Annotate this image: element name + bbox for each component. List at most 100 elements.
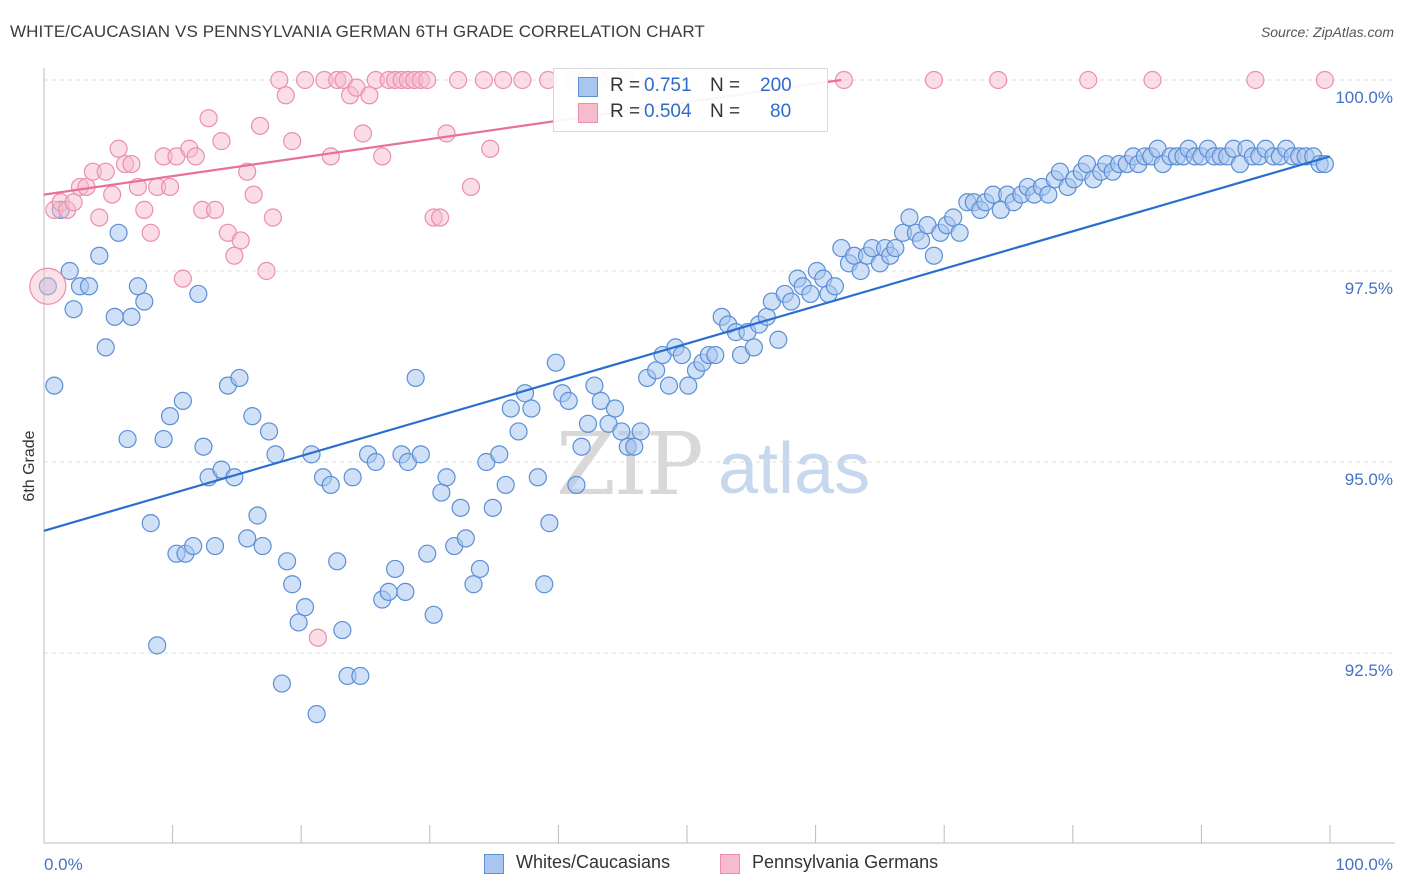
series-pennsylvania-germans bbox=[29, 70, 1334, 647]
data-point-whites bbox=[546, 353, 565, 372]
legend-swatch-pink bbox=[720, 854, 740, 874]
data-point-pa-germans bbox=[212, 132, 231, 151]
source-credit: Source: ZipAtlas.com bbox=[1260, 24, 1394, 40]
data-point-pa-germans bbox=[205, 200, 225, 219]
data-point-whites bbox=[90, 246, 109, 265]
data-point-whites bbox=[801, 284, 820, 304]
legend-swatch-blue bbox=[484, 854, 504, 874]
data-point-whites bbox=[248, 506, 267, 525]
data-point-pa-germans bbox=[474, 70, 493, 90]
data-point-pa-germans bbox=[29, 267, 67, 305]
data-point-whites bbox=[437, 468, 456, 487]
data-point-whites bbox=[535, 575, 554, 594]
data-point-pa-germans bbox=[257, 261, 276, 281]
data-point-whites bbox=[605, 399, 625, 418]
data-point-whites bbox=[540, 514, 559, 533]
data-point-whites bbox=[385, 559, 405, 579]
data-point-pa-germans bbox=[160, 177, 180, 197]
data-point-whites bbox=[411, 445, 430, 464]
data-point-whites bbox=[307, 705, 326, 724]
data-point-whites bbox=[418, 544, 437, 563]
data-point-whites bbox=[591, 391, 610, 410]
data-point-whites bbox=[128, 277, 147, 296]
watermark-atlas: atlas bbox=[718, 429, 871, 509]
data-point-pa-germans bbox=[989, 70, 1008, 90]
data-point-pa-germans bbox=[135, 200, 154, 219]
data-point-whites bbox=[141, 514, 160, 533]
data-point-pa-germans bbox=[173, 269, 192, 288]
data-point-whites bbox=[173, 391, 192, 410]
data-point-whites bbox=[189, 284, 208, 304]
data-point-whites bbox=[470, 559, 490, 579]
data-point-whites bbox=[154, 429, 173, 449]
legend-swatch-blue bbox=[578, 77, 598, 97]
stats-legend: R = 0.751 N = 200 R = 0.504 N = 80 bbox=[553, 68, 828, 132]
data-point-whites bbox=[567, 475, 586, 495]
data-point-whites bbox=[351, 666, 370, 686]
data-point-whites bbox=[950, 223, 969, 242]
chart-title: WHITE/CAUCASIAN VS PENNSYLVANIA GERMAN 6… bbox=[10, 22, 705, 41]
data-point-whites bbox=[333, 620, 352, 640]
data-point-whites bbox=[585, 376, 604, 395]
data-point-whites bbox=[886, 238, 905, 258]
data-point-pa-germans bbox=[448, 70, 468, 90]
data-point-whites bbox=[79, 277, 99, 296]
data-point-whites bbox=[782, 292, 801, 311]
data-point-whites bbox=[259, 422, 279, 441]
data-point-pa-germans bbox=[231, 231, 250, 250]
data-point-pa-germans bbox=[513, 70, 532, 90]
data-point-pa-germans bbox=[494, 70, 513, 90]
data-point-pa-germans bbox=[250, 116, 270, 135]
data-point-whites bbox=[328, 552, 347, 571]
y-tick-label: 97.5% bbox=[1345, 279, 1393, 298]
data-point-whites bbox=[148, 636, 167, 655]
data-point-whites bbox=[243, 407, 262, 426]
data-point-whites bbox=[105, 307, 124, 326]
data-point-whites bbox=[900, 208, 919, 227]
data-point-whites bbox=[289, 613, 308, 632]
data-point-pa-germans bbox=[308, 628, 328, 647]
data-point-whites bbox=[205, 536, 225, 556]
legend-swatch-pink bbox=[578, 103, 598, 123]
data-point-whites bbox=[464, 575, 483, 594]
data-point-whites bbox=[295, 598, 315, 617]
data-point-whites bbox=[522, 399, 541, 418]
data-point-whites bbox=[238, 529, 257, 548]
y-tick-label: 92.5% bbox=[1345, 661, 1393, 680]
data-point-pa-germans bbox=[430, 208, 450, 227]
data-point-pa-germans bbox=[1143, 70, 1162, 90]
data-point-whites bbox=[64, 300, 83, 319]
axis-labels: 92.5% 95.0% 97.5% 100.0% 0.0% 100.0% 6th Grade bbox=[21, 88, 1393, 874]
data-point-whites bbox=[194, 437, 213, 456]
data-point-pa-germans bbox=[321, 147, 340, 166]
data-point-whites bbox=[612, 422, 631, 441]
data-point-whites bbox=[1050, 162, 1070, 181]
data-point-pa-germans bbox=[924, 70, 944, 90]
data-point-whites bbox=[744, 338, 763, 357]
data-point-whites bbox=[490, 445, 509, 464]
data-point-whites bbox=[366, 452, 385, 472]
data-point-pa-germans bbox=[353, 124, 373, 143]
r-label: R = bbox=[610, 101, 641, 122]
data-point-whites bbox=[578, 414, 598, 433]
data-point-pa-germans bbox=[270, 70, 289, 90]
data-point-whites bbox=[1039, 185, 1058, 204]
data-point-whites bbox=[559, 391, 578, 410]
data-point-pa-germans bbox=[141, 223, 160, 242]
data-point-pa-germans bbox=[283, 132, 302, 151]
data-point-whites bbox=[451, 498, 470, 517]
data-point-pa-germans bbox=[1246, 70, 1265, 90]
data-point-whites bbox=[406, 368, 425, 388]
x-tick-label-min: 0.0% bbox=[44, 855, 83, 874]
legend-label-whites: Whites/Caucasians bbox=[516, 852, 671, 872]
data-point-whites bbox=[631, 422, 650, 441]
x-tick-label-max: 100.0% bbox=[1335, 855, 1393, 874]
legend-label-pa-germans: Pennsylvania Germans bbox=[752, 852, 939, 872]
trend-lines bbox=[43, 78, 1331, 532]
data-point-whites bbox=[424, 605, 443, 624]
data-point-whites bbox=[572, 437, 591, 456]
data-point-whites bbox=[396, 582, 415, 601]
data-point-whites bbox=[851, 261, 870, 281]
data-point-pa-germans bbox=[64, 193, 83, 212]
